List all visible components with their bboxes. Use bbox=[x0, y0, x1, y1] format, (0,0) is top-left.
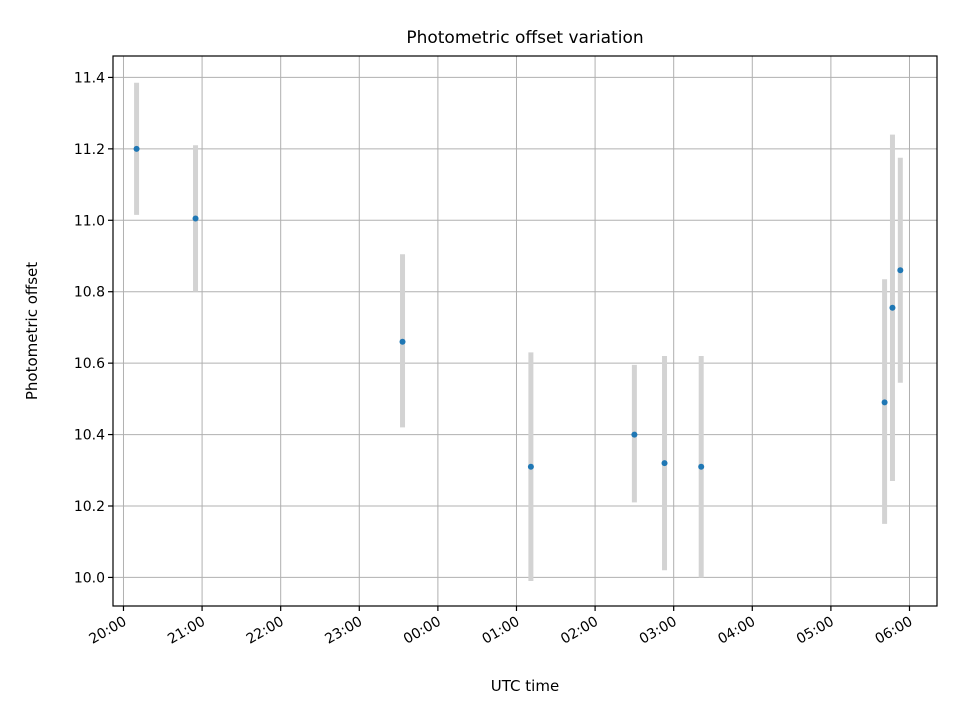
y-tick-label: 10.4 bbox=[74, 428, 105, 444]
y-tick-label: 10.2 bbox=[74, 499, 105, 515]
x-tick-label: 20:00 bbox=[87, 614, 130, 648]
y-axis-ticks: 10.0 10.2 10.4 10.6 10.8 11.0 11.2 11.4 bbox=[74, 70, 113, 586]
data-point bbox=[631, 431, 638, 438]
x-tick-label: 01:00 bbox=[480, 614, 523, 648]
x-tick-label: 06:00 bbox=[873, 614, 916, 648]
data-points bbox=[133, 145, 904, 470]
x-tick-label: 04:00 bbox=[715, 614, 758, 648]
x-tick-label: 00:00 bbox=[401, 614, 444, 648]
grid bbox=[113, 56, 937, 606]
data-point bbox=[527, 463, 534, 470]
data-point bbox=[889, 304, 896, 311]
y-tick-label: 11.0 bbox=[74, 213, 105, 229]
chart-title: Photometric offset variation bbox=[406, 28, 643, 48]
y-tick-label: 11.2 bbox=[74, 142, 105, 158]
plot-frame bbox=[112, 55, 938, 607]
x-tick-label: 05:00 bbox=[794, 614, 837, 648]
x-axis-ticks: 20:00 21:00 22:00 23:00 00:00 01:00 02:00 03:00… bbox=[87, 606, 916, 648]
data-point bbox=[661, 460, 668, 467]
data-point bbox=[133, 145, 140, 152]
data-point bbox=[698, 463, 705, 470]
y-tick-label: 11.4 bbox=[74, 70, 105, 86]
y-tick-label: 10.6 bbox=[74, 356, 105, 372]
data-point bbox=[897, 267, 904, 274]
y-tick-label: 10.0 bbox=[74, 570, 105, 586]
y-tick-label: 10.8 bbox=[74, 285, 105, 301]
x-tick-label: 03:00 bbox=[637, 614, 680, 648]
data-point bbox=[192, 215, 199, 222]
x-axis-label: UTC time bbox=[491, 677, 559, 695]
data-point bbox=[399, 338, 406, 345]
y-axis-label: Photometric offset bbox=[23, 262, 41, 400]
x-tick-label: 02:00 bbox=[558, 614, 601, 648]
x-tick-label: 23:00 bbox=[322, 614, 365, 648]
x-tick-label: 22:00 bbox=[244, 614, 287, 648]
x-tick-label: 21:00 bbox=[165, 614, 208, 648]
data-point bbox=[881, 399, 888, 406]
